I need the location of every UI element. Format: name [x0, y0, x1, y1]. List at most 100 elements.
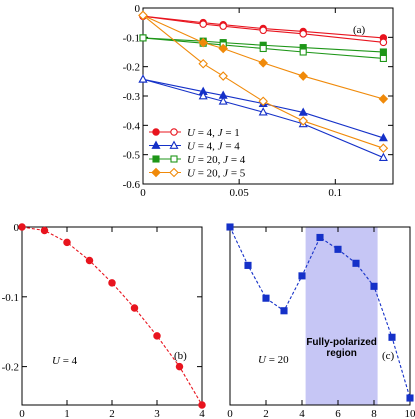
data-point	[379, 38, 388, 47]
legend-marker-open	[170, 128, 178, 136]
x-tick-label: 0	[227, 408, 233, 419]
data-point	[258, 58, 268, 68]
data-point	[334, 245, 342, 253]
legend-label-part: J	[223, 154, 229, 166]
y-tick-label: 0	[135, 3, 141, 15]
legend-label-part: = 20,	[195, 168, 223, 180]
legend-marker-filled	[151, 167, 161, 178]
x-tick-label: 6	[335, 408, 341, 419]
u-symbol: U	[258, 354, 267, 366]
data-point	[406, 394, 414, 402]
legend-label-part: J	[218, 141, 224, 153]
data-point	[198, 91, 208, 100]
data-point	[218, 96, 228, 105]
plot-frame	[229, 226, 411, 406]
y-tick-label: -0.5	[123, 150, 141, 162]
y-tick-label: -0.1	[123, 32, 140, 44]
data-point	[316, 233, 324, 242]
x-tick-label: 4	[299, 408, 305, 419]
legend-label-part: U	[187, 168, 196, 180]
data-point	[198, 58, 208, 69]
data-point	[378, 152, 388, 161]
data-point	[218, 43, 228, 54]
data-point	[85, 256, 94, 265]
y-tick-label: -0.2	[123, 62, 140, 74]
legend-label: U = 4, J = 4	[187, 141, 240, 153]
legend-label-part: = 4	[228, 154, 246, 166]
polarized-region	[305, 227, 378, 405]
data-point	[388, 333, 396, 341]
data-point	[198, 37, 208, 48]
data-point	[244, 261, 252, 269]
x-tick-label: 2	[263, 408, 269, 419]
data-point	[139, 34, 147, 42]
series-a-7	[138, 10, 389, 153]
x-tick-label: 0.05	[230, 187, 250, 199]
legend-label-part: = 4	[223, 141, 241, 153]
panel-label: (c)	[382, 350, 395, 362]
data-point	[378, 143, 389, 153]
series-line	[142, 15, 384, 43]
x-tick-label: 3	[154, 408, 160, 419]
panel-label: (a)	[353, 24, 366, 36]
series-line	[142, 78, 384, 159]
y-tick-label: -0.6	[123, 179, 141, 191]
legend-label-part: = 1	[223, 127, 240, 139]
u-annotation: U = 4	[52, 355, 78, 367]
legend: U = 4, J = 1U = 4, J = 4U = 20, J = 4U =…	[149, 127, 246, 180]
x-tick-label: 0	[140, 187, 146, 199]
legend-label-part: = 20,	[195, 154, 223, 166]
legend-label-part: U	[187, 141, 196, 153]
legend-label: U = 20, J = 4	[187, 154, 246, 166]
data-point	[378, 132, 388, 142]
data-point	[258, 96, 268, 107]
data-point	[259, 26, 267, 35]
u-annotation: U = 20	[258, 354, 289, 366]
data-point	[259, 44, 267, 53]
data-point	[130, 304, 139, 312]
series-line	[142, 37, 384, 60]
legend-marker-open	[169, 140, 179, 149]
series-a-1	[139, 12, 388, 47]
data-point	[298, 107, 308, 116]
y-tick-label: 0	[14, 222, 20, 234]
data-point	[378, 94, 389, 104]
legend-marker-open	[169, 167, 179, 178]
u-value: = 20	[266, 354, 289, 366]
x-tick-label: 0	[19, 408, 25, 419]
legend-label: U = 4, J = 1	[187, 127, 240, 139]
data-point	[258, 107, 268, 116]
panel-label: (b)	[174, 350, 187, 362]
x-tick-label: 1	[64, 408, 70, 419]
panel-a: 0 0.05 0.1 0 -0.1 -0.2 -0.3 -0.4 -0.5 -0.6 (a) U = …	[123, 3, 394, 199]
series-line	[229, 226, 411, 399]
legend-label-part: = 4,	[195, 127, 218, 139]
x-tick-label: 2	[109, 408, 115, 419]
series-line	[142, 14, 384, 100]
legend-label-part: = 4,	[195, 141, 218, 153]
u-symbol: U	[52, 355, 61, 367]
legend-marker-open	[170, 155, 178, 163]
data-point	[138, 74, 148, 83]
data-point	[379, 54, 387, 63]
data-point	[198, 401, 206, 409]
data-point	[280, 307, 288, 315]
data-point	[299, 30, 307, 38]
data-point	[298, 272, 306, 280]
data-point	[199, 20, 207, 28]
legend-marker-filled	[152, 128, 160, 136]
data-point	[218, 71, 228, 81]
data-point	[352, 259, 360, 267]
x-tick-label: 4	[199, 408, 205, 419]
series-line	[142, 14, 384, 149]
panel-b: 0 1 2 3 4 0 -0.1 -0.2 (b) U = 4	[2, 222, 206, 419]
legend-label: U = 20, J = 5	[187, 168, 246, 180]
series-line	[142, 15, 384, 39]
y-tick-label: -0.3	[123, 91, 141, 103]
series-line	[142, 78, 384, 139]
series-line	[21, 226, 203, 406]
legend-label-part: U	[187, 127, 196, 139]
legend-marker-filled	[152, 155, 160, 163]
y-tick-label: -0.1	[2, 292, 19, 304]
